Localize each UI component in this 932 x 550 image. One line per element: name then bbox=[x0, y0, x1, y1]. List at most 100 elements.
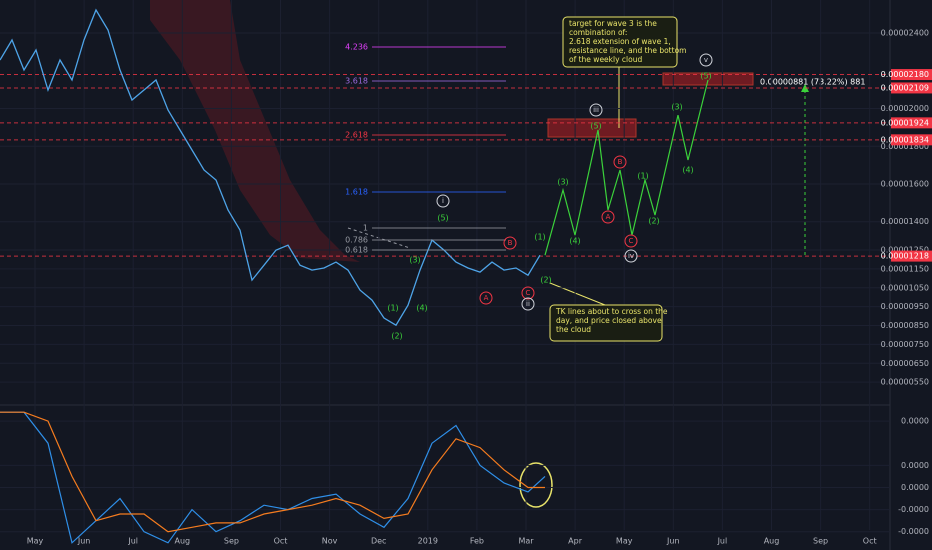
y-tick-label: 0.0000 bbox=[901, 461, 929, 470]
x-tick-label: Feb bbox=[470, 537, 484, 546]
note-line: day, and price closed above bbox=[556, 316, 662, 325]
y-tick-label: 0.00001600 bbox=[881, 180, 929, 189]
level-label: 0.00001924 bbox=[881, 118, 929, 127]
y-tick-label: 0.00001400 bbox=[881, 217, 929, 226]
wave-label: A bbox=[484, 294, 489, 302]
note-box bbox=[562, 16, 678, 68]
x-tick-label: Oct bbox=[863, 537, 877, 546]
wave-circle bbox=[503, 236, 517, 250]
y-tick-label: 0.00002000 bbox=[881, 104, 929, 113]
y-tick-label: 0.0000 bbox=[901, 417, 929, 426]
level-tag bbox=[891, 117, 932, 129]
highlight-circle bbox=[519, 462, 553, 508]
x-tick-label: Jun bbox=[77, 537, 91, 546]
note-line: 2.618 extension of wave 1, bbox=[569, 37, 671, 46]
y-tick-label: 0.00000550 bbox=[881, 378, 929, 387]
projection-line bbox=[544, 79, 709, 256]
wave-label: (2) bbox=[391, 332, 402, 341]
y-tick-label: 0.00001800 bbox=[881, 142, 929, 151]
wave-label: (1) bbox=[637, 172, 648, 181]
wave-label: B bbox=[508, 239, 513, 247]
level-tag bbox=[891, 134, 932, 146]
level-tag bbox=[891, 82, 932, 94]
wave-label: v bbox=[704, 56, 708, 64]
y-tick-label: 0.00001150 bbox=[881, 264, 929, 273]
wave-circle bbox=[699, 53, 713, 67]
y-tick-label: 0.00000750 bbox=[881, 340, 929, 349]
target-zone bbox=[547, 118, 637, 138]
wave-circle bbox=[436, 194, 450, 208]
wave-label: (4) bbox=[569, 237, 580, 246]
x-tick-label: Apr bbox=[568, 537, 583, 546]
note-line: of the weekly cloud bbox=[569, 55, 642, 64]
wave-label: iii bbox=[593, 106, 599, 114]
x-tick-label: Sep bbox=[813, 537, 828, 546]
wave-label: (4) bbox=[682, 166, 693, 175]
x-tick-label: Dec bbox=[371, 537, 386, 546]
y-tick-label: 0.0000 bbox=[901, 483, 929, 492]
x-tick-label: Jul bbox=[127, 537, 138, 546]
wave-label: iv bbox=[628, 252, 634, 260]
fib-label: 0.786 bbox=[345, 236, 368, 245]
x-tick-label: Jun bbox=[666, 537, 680, 546]
note-line: combination of: bbox=[569, 28, 627, 37]
level-label: 0.00001218 bbox=[881, 252, 929, 261]
note-line: the cloud bbox=[556, 325, 591, 334]
wave-label: C bbox=[526, 289, 531, 297]
wave-label: (5) bbox=[700, 72, 711, 81]
x-tick-label: Nov bbox=[322, 537, 338, 546]
wave-circle bbox=[601, 210, 615, 224]
x-tick-label: Oct bbox=[274, 537, 288, 546]
wave-label: (5) bbox=[590, 122, 601, 131]
wave-circle bbox=[479, 291, 493, 305]
y-tick-label: 0.00001250 bbox=[881, 246, 929, 255]
note-line: TK lines about to cross on the bbox=[555, 307, 668, 316]
wave-label: (1) bbox=[387, 304, 398, 313]
note-box bbox=[549, 304, 663, 342]
y-tick-label: 0.00000850 bbox=[881, 321, 929, 330]
fib-label: 0.618 bbox=[345, 246, 368, 255]
cloud bbox=[150, 0, 360, 262]
note-pointer bbox=[549, 282, 606, 306]
level-tag bbox=[891, 250, 932, 262]
wave-circle bbox=[624, 234, 638, 248]
y-tick-label: 0.00001050 bbox=[881, 283, 929, 292]
note-line: resistance line, and the bottom bbox=[569, 46, 686, 55]
wave-label: B bbox=[618, 158, 623, 166]
wave-label: (5) bbox=[437, 214, 448, 223]
y-tick-label: 0.00000950 bbox=[881, 302, 929, 311]
wave-label: C bbox=[629, 237, 634, 245]
x-tick-label: Aug bbox=[174, 537, 190, 546]
wave-label: ii bbox=[526, 300, 530, 308]
level-label: 0.00002180 bbox=[881, 70, 929, 79]
x-tick-label: Aug bbox=[764, 537, 780, 546]
measure-label: 0.00000881 (73.22%) 881 bbox=[760, 78, 865, 87]
wave-label: (2) bbox=[540, 276, 551, 285]
y-tick-label: -0.0000 bbox=[898, 505, 929, 514]
x-tick-label: Jul bbox=[717, 537, 728, 546]
wave-label: (3) bbox=[409, 256, 420, 265]
wave-label: (3) bbox=[557, 178, 568, 187]
fib-label: 2.618 bbox=[345, 131, 368, 140]
x-tick-label: May bbox=[27, 537, 44, 546]
oscillator-line bbox=[0, 411, 546, 544]
y-tick-label: 0.00002400 bbox=[881, 29, 929, 38]
wave-circle bbox=[589, 103, 603, 117]
fib-label: 4.236 bbox=[345, 43, 368, 52]
fib-label: 1.618 bbox=[345, 188, 368, 197]
price-line bbox=[0, 8, 541, 327]
x-tick-label: Sep bbox=[224, 537, 239, 546]
target-zone bbox=[662, 72, 754, 86]
x-tick-label: 2019 bbox=[418, 537, 438, 546]
x-tick-label: Mar bbox=[518, 537, 534, 546]
fib-label: 3.618 bbox=[345, 77, 368, 86]
level-tag bbox=[891, 69, 932, 81]
wave-circle bbox=[613, 155, 627, 169]
wave-label: A bbox=[606, 213, 611, 221]
x-tick-label: May bbox=[616, 537, 633, 546]
